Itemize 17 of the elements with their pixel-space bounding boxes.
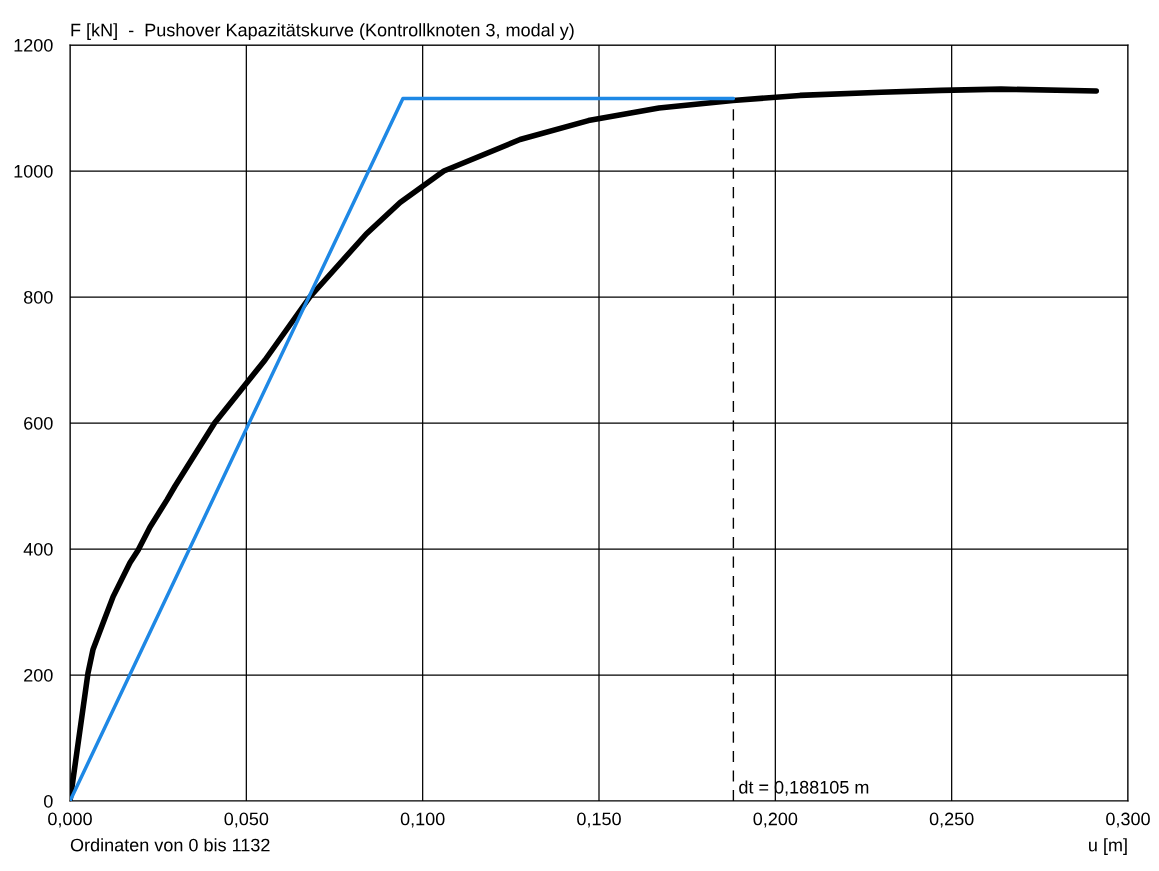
x-tick-label: 0,000 (48, 812, 92, 828)
y-tick-label: 600 (24, 416, 53, 430)
x-tick-label: 0,200 (753, 812, 798, 828)
x-tick-label: 0,300 (1106, 812, 1150, 828)
x-tick-label: 0,050 (224, 812, 269, 828)
y-tick-label: 200 (24, 668, 53, 682)
y-tick-label: 0 (44, 794, 53, 808)
y-tick-label: 1200 (14, 38, 53, 52)
text: Ordinaten von 0 bis 1132 (70, 838, 270, 852)
y-tick-label: 800 (24, 290, 53, 304)
x-axis-title: u [m] (1089, 838, 1127, 855)
x-tick-label: 0,100 (400, 812, 445, 828)
y-tick-label: 1000 (14, 164, 53, 178)
x-tick-label: 0,250 (929, 812, 974, 828)
y-tick-label: 400 (23, 542, 53, 556)
x-tick-label: 0,150 (577, 812, 621, 828)
y-axis-title: F [kN] - Pushover Kapazitätskurve (Kontrollknoten 3, modal y) (71, 23, 574, 40)
